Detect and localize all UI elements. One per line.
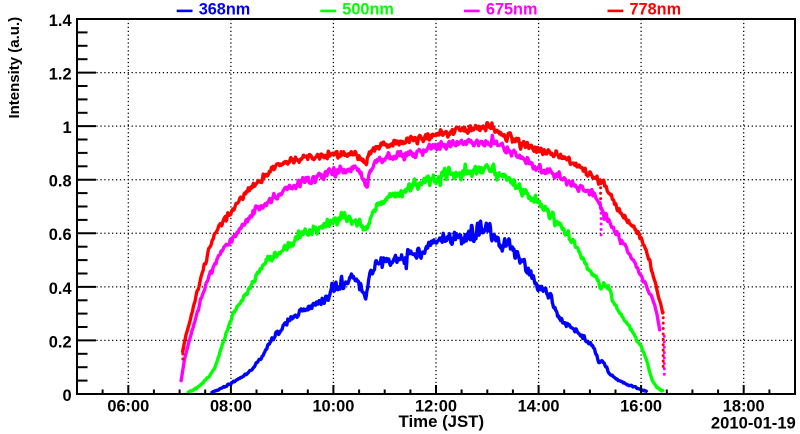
svg-text:10:00: 10:00: [312, 397, 354, 415]
svg-text:1.4: 1.4: [49, 12, 73, 30]
svg-text:0.2: 0.2: [49, 333, 72, 351]
svg-text:0: 0: [62, 387, 71, 405]
svg-text:0.4: 0.4: [49, 280, 73, 298]
svg-text:500nm: 500nm: [342, 1, 394, 19]
svg-text:08:00: 08:00: [210, 397, 252, 415]
svg-text:1: 1: [62, 119, 71, 137]
svg-text:14:00: 14:00: [518, 397, 560, 415]
svg-text:12:00: 12:00: [415, 397, 457, 415]
svg-text:18:00: 18:00: [723, 397, 765, 415]
svg-text:Time (JST): Time (JST): [399, 412, 484, 431]
svg-text:0.6: 0.6: [49, 226, 72, 244]
svg-text:2010-01-19: 2010-01-19: [711, 413, 796, 432]
svg-text:675nm: 675nm: [486, 1, 538, 19]
svg-text:06:00: 06:00: [107, 397, 149, 415]
svg-text:16:00: 16:00: [620, 397, 662, 415]
svg-text:1.2: 1.2: [49, 66, 72, 84]
svg-text:778nm: 778nm: [630, 1, 682, 19]
svg-text:Intensity (a.u.): Intensity (a.u.): [6, 17, 23, 119]
svg-text:0.8: 0.8: [49, 173, 72, 191]
svg-text:368nm: 368nm: [199, 1, 251, 19]
